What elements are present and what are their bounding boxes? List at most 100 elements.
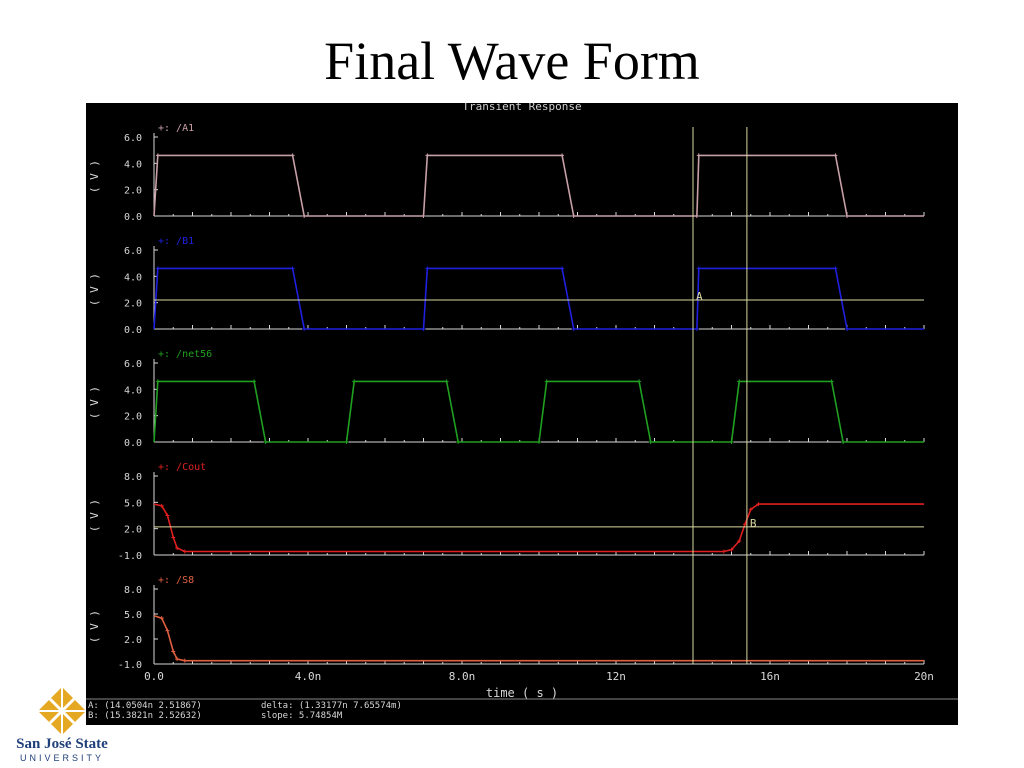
data-point bbox=[155, 266, 160, 271]
data-point bbox=[425, 266, 430, 271]
x-tick-label: 20n bbox=[914, 670, 934, 683]
panel-Cout: 8.0 5.0 2.0 -1.0 ( V ) +: /Cout bbox=[88, 462, 925, 562]
data-point bbox=[302, 327, 307, 331]
data-point bbox=[263, 440, 268, 444]
x-tick-label: 12n bbox=[606, 670, 626, 683]
data-point bbox=[344, 440, 349, 444]
y-axis-label: ( V ) bbox=[88, 610, 101, 643]
series-legend: +: /A1 bbox=[158, 123, 194, 134]
data-point bbox=[290, 266, 295, 271]
y-tick-label: 5.0 bbox=[124, 498, 142, 509]
panel-S8: 8.0 5.0 2.0 -1.0 ( V ) +: /S8 bbox=[88, 575, 925, 671]
data-point bbox=[694, 214, 699, 218]
panel-A1: 6.0 4.0 2.0 0.0 ( V ) +: /A1 bbox=[88, 123, 925, 223]
data-point bbox=[182, 549, 187, 554]
data-point bbox=[560, 153, 565, 158]
y-tick-label: 8.0 bbox=[124, 472, 142, 483]
data-point bbox=[159, 503, 164, 508]
panel-net56: 6.0 4.0 2.0 0.0 ( V ) +: /net56 bbox=[88, 349, 925, 449]
university-logo bbox=[38, 687, 86, 735]
logo-mark bbox=[38, 687, 86, 735]
y-tick-label: 5.0 bbox=[124, 610, 142, 621]
x-tick-label: 8.0n bbox=[449, 670, 476, 683]
data-point bbox=[721, 549, 726, 554]
series-line bbox=[153, 154, 924, 217]
data-point bbox=[729, 547, 734, 552]
slope-readout: slope: 5.74854M bbox=[261, 711, 343, 721]
data-point bbox=[737, 379, 742, 384]
data-point bbox=[444, 379, 449, 384]
y-tick-label: 0.0 bbox=[124, 325, 142, 336]
data-point bbox=[833, 266, 838, 271]
data-point bbox=[421, 327, 426, 331]
x-tick-label: 0.0 bbox=[144, 670, 164, 683]
y-tick-label: 4.0 bbox=[124, 159, 142, 170]
data-point bbox=[544, 379, 549, 384]
panel-B1: 6.0 4.0 2.0 0.0 ( V ) +: /B1 bbox=[88, 236, 925, 336]
data-point bbox=[571, 214, 576, 218]
data-point bbox=[175, 657, 180, 661]
data-point bbox=[560, 266, 565, 271]
data-point bbox=[302, 214, 307, 218]
data-point bbox=[694, 327, 699, 331]
data-point bbox=[696, 266, 701, 271]
data-point bbox=[729, 440, 734, 444]
y-axis-label: ( V ) bbox=[88, 386, 101, 419]
data-point bbox=[171, 649, 176, 654]
y-tick-label: 2.0 bbox=[124, 186, 142, 197]
data-point bbox=[696, 153, 701, 158]
data-point bbox=[845, 327, 849, 331]
cursor-a-readout: A: (14.0504n 2.51867) bbox=[88, 701, 202, 711]
series-line bbox=[153, 614, 924, 662]
y-tick-label: 8.0 bbox=[124, 585, 142, 596]
cursor-label-b: B bbox=[750, 517, 757, 530]
data-point bbox=[841, 440, 846, 444]
logo-name: San José State bbox=[16, 736, 108, 752]
series-line bbox=[153, 267, 924, 330]
data-point bbox=[456, 440, 461, 444]
data-point bbox=[155, 379, 160, 384]
delta-readout: delta: (1.33177n 7.65574m) bbox=[261, 701, 402, 711]
cursor-label-a: A bbox=[696, 290, 703, 303]
data-point bbox=[252, 379, 257, 384]
x-tick-label: 4.0n bbox=[295, 670, 322, 683]
y-tick-label: 2.0 bbox=[124, 299, 142, 310]
y-axis-label: ( V ) bbox=[88, 160, 101, 193]
y-tick-label: 4.0 bbox=[124, 385, 142, 396]
y-tick-label: 0.0 bbox=[124, 212, 142, 223]
data-point bbox=[742, 522, 747, 527]
y-tick-label: 6.0 bbox=[124, 133, 142, 144]
y-tick-label: 0.0 bbox=[124, 438, 142, 449]
series-legend: +: /S8 bbox=[158, 575, 194, 586]
y-tick-label: 4.0 bbox=[124, 272, 142, 283]
data-point bbox=[421, 214, 426, 218]
data-point bbox=[165, 513, 170, 518]
y-tick-label: 2.0 bbox=[124, 635, 142, 646]
y-axis-label: ( V ) bbox=[88, 499, 101, 532]
logo-subtitle: UNIVERSITY bbox=[19, 753, 104, 763]
data-point bbox=[182, 658, 187, 663]
y-axis-label: ( V ) bbox=[88, 273, 101, 306]
waveform-viewer: Transient Response 6.0 4.0 2.0 0.0 ( V ) +: /… bbox=[86, 103, 958, 725]
chart-title: Transient Response bbox=[462, 103, 581, 113]
slide-title: Final Wave Form bbox=[324, 31, 700, 91]
data-point bbox=[175, 545, 180, 550]
y-tick-label: -1.0 bbox=[118, 551, 142, 562]
data-point bbox=[648, 440, 653, 444]
data-point bbox=[425, 153, 430, 158]
data-point bbox=[637, 379, 642, 384]
y-tick-label: 2.0 bbox=[124, 525, 142, 536]
data-point bbox=[171, 535, 176, 540]
data-point bbox=[290, 153, 295, 158]
x-tick-label: 16n bbox=[760, 670, 780, 683]
x-axis-label: time ( s ) bbox=[486, 686, 558, 700]
data-point bbox=[155, 153, 160, 158]
data-point bbox=[352, 379, 357, 384]
data-point bbox=[165, 628, 170, 633]
series-line bbox=[153, 503, 924, 553]
series-line bbox=[153, 380, 924, 443]
y-tick-label: 6.0 bbox=[124, 246, 142, 257]
series-legend: +: /Cout bbox=[158, 462, 206, 473]
data-point bbox=[748, 507, 753, 512]
data-point bbox=[833, 153, 838, 158]
